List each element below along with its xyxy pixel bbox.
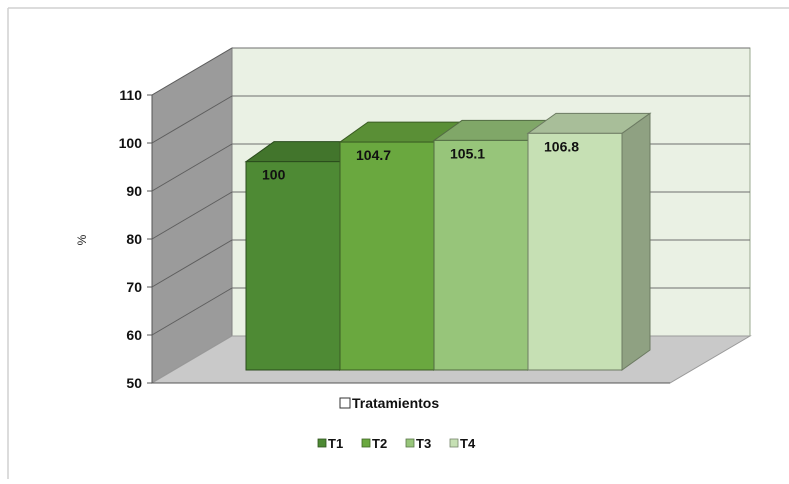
y-tick-label: 100 — [119, 135, 143, 151]
y-tick-label: 50 — [126, 375, 142, 391]
legend-label-T4: T4 — [460, 436, 476, 451]
legend-label-T2: T2 — [372, 436, 387, 451]
gridline-side — [151, 191, 233, 240]
legend-swatch-T3 — [405, 438, 415, 448]
gridline-side — [151, 239, 233, 288]
y-tick-label: 60 — [126, 327, 142, 343]
gridline-side — [151, 95, 233, 144]
legend-label-T1: T1 — [328, 436, 343, 451]
x-axis-category: Tratamientos — [339, 395, 439, 411]
legend-swatch-T2 — [361, 438, 371, 448]
x-axis-title: Tratamientos — [352, 395, 439, 411]
bars — [244, 112, 652, 371]
gridline-side — [151, 47, 233, 96]
bar-T4-side — [621, 112, 651, 371]
data-labels: 100 104.7 105.1 106.8 — [262, 138, 579, 182]
legend-swatch-T1 — [317, 438, 327, 448]
y-tick-label: 90 — [126, 183, 142, 199]
y-axis-title: % — [75, 234, 89, 245]
y-axis: 50 60 70 80 90 100 110 — [119, 87, 670, 391]
legend: T1 T2 T3 T4 — [317, 436, 476, 451]
data-label-T4: 106.8 — [544, 138, 579, 154]
data-label-T2: 104.7 — [356, 147, 391, 163]
y-tick-label: 80 — [126, 231, 142, 247]
data-label-T3: 105.1 — [450, 145, 485, 161]
gridline-side — [151, 287, 233, 336]
bar-T3 — [433, 139, 529, 371]
bar-T4 — [527, 132, 623, 371]
legend-label-T3: T3 — [416, 436, 431, 451]
y-tick-label: 70 — [126, 279, 142, 295]
gridline-side — [151, 143, 233, 192]
data-label-T1: 100 — [262, 167, 286, 183]
bar-T1 — [245, 161, 341, 371]
legend-swatch-T4 — [449, 438, 459, 448]
x-axis-title-marker — [339, 397, 351, 409]
y-tick-label: 110 — [119, 87, 142, 103]
bar-T2 — [339, 141, 435, 371]
